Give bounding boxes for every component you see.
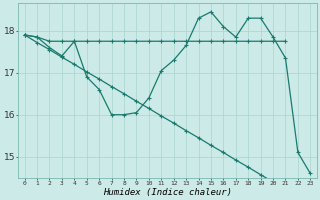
X-axis label: Humidex (Indice chaleur): Humidex (Indice chaleur) <box>103 188 232 197</box>
